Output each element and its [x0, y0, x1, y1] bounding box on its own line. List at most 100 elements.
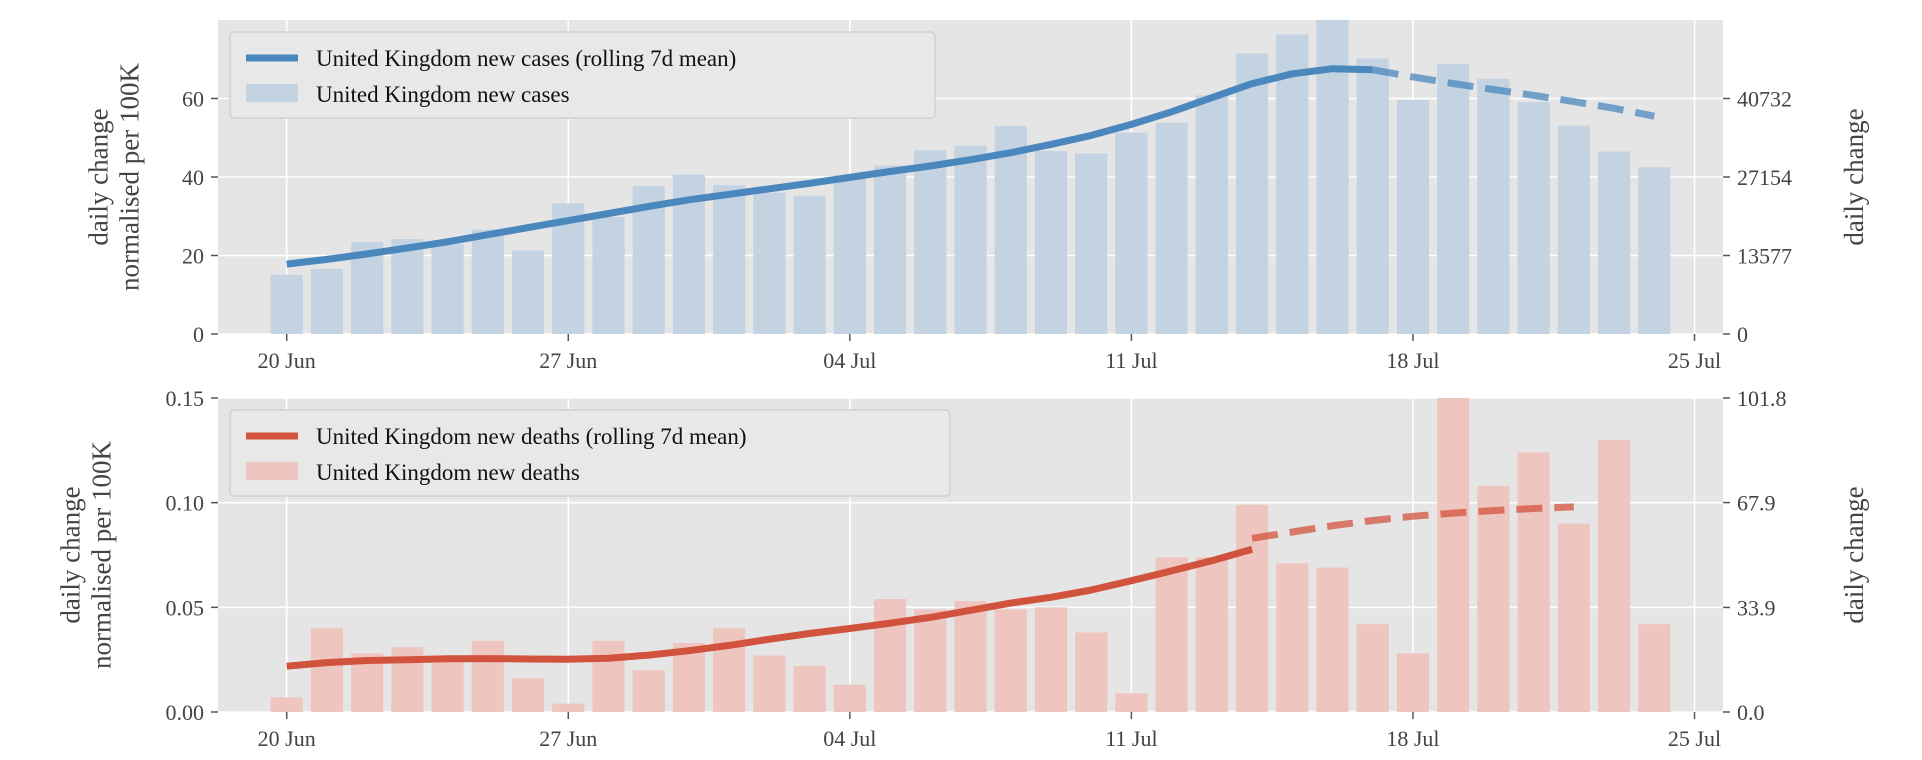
bar	[753, 655, 786, 712]
y-tick-label: 0.00	[166, 700, 205, 725]
bar	[1356, 624, 1389, 712]
bar	[873, 165, 907, 334]
bar	[914, 609, 947, 712]
y-tick-label: 0.10	[166, 491, 205, 516]
bar	[310, 268, 344, 334]
legend-label: United Kingdom new cases (rolling 7d mea…	[316, 46, 736, 71]
y-axis-title: daily changenormalised per 100K	[83, 63, 144, 291]
bar	[1276, 34, 1309, 335]
bar	[1477, 78, 1510, 334]
bar	[310, 628, 344, 712]
bar	[552, 703, 585, 712]
bar	[994, 125, 1027, 334]
bar	[954, 145, 987, 334]
bar	[431, 244, 464, 334]
bar	[954, 601, 987, 712]
x-tick-label: 11 Jul	[1105, 348, 1157, 373]
legend-box	[229, 409, 951, 497]
right-y-axis-title: daily change	[1839, 108, 1869, 245]
panel-bottom: 0.00 0.05 0.10 0.15 0.0 33.9 67.9 101.8 20 Jun 27…	[55, 386, 1869, 751]
bar	[471, 640, 504, 712]
bar	[1396, 100, 1430, 334]
y-axis-title-line: normalised per 100K	[114, 63, 144, 291]
bar	[1597, 439, 1631, 712]
legend-label: United Kingdom new deaths (rolling 7d me…	[316, 424, 747, 449]
bar	[1034, 151, 1068, 334]
x-tick-label: 18 Jul	[1386, 348, 1439, 373]
projection-line	[1251, 503, 1574, 542]
right-y-tick-label: 0	[1737, 322, 1748, 347]
x-tick-label: 04 Jul	[823, 726, 876, 751]
bar	[511, 250, 545, 334]
bar	[1075, 632, 1108, 712]
projection-line	[1372, 66, 1655, 120]
bar	[592, 217, 625, 334]
right-y-tick-label: 13577	[1737, 244, 1792, 269]
bar	[1235, 53, 1269, 335]
bar	[713, 185, 746, 334]
legend: United Kingdom new cases (rolling 7d mea…	[229, 31, 936, 119]
bar	[1557, 523, 1590, 712]
bar	[632, 670, 665, 712]
x-tick-label: 20 Jun	[258, 348, 316, 373]
x-tick-label: 27 Jun	[539, 348, 597, 373]
bar	[793, 665, 826, 712]
bar	[833, 175, 866, 334]
y-tick-label: 60	[182, 87, 204, 112]
legend-label: United Kingdom new deaths	[316, 460, 580, 485]
legend-box	[229, 31, 936, 119]
bar	[431, 661, 464, 712]
bar	[511, 678, 545, 712]
x-tick-label: 25 Jul	[1668, 348, 1721, 373]
y-axis-title-line: daily change	[83, 108, 113, 245]
y-axis-title-line: daily change	[55, 486, 85, 623]
x-tick-label: 11 Jul	[1105, 726, 1157, 751]
bar	[1396, 653, 1430, 712]
right-y-tick-label: 0.0	[1737, 700, 1765, 725]
bar	[1517, 452, 1550, 712]
x-tick-label: 04 Jul	[823, 348, 876, 373]
bar	[270, 697, 303, 712]
bar	[1155, 557, 1188, 712]
y-axis-title-line: normalised per 100K	[86, 441, 116, 669]
bar	[1115, 132, 1148, 334]
bar	[1155, 122, 1188, 335]
rolling-mean-line	[286, 545, 1254, 670]
bar	[1597, 151, 1631, 334]
legend-bar-swatch	[246, 462, 298, 480]
bar	[1437, 398, 1470, 712]
bar	[1276, 563, 1309, 712]
bar	[1034, 607, 1068, 712]
y-axis-title: daily changenormalised per 100K	[55, 441, 116, 669]
bar	[592, 640, 625, 712]
rolling-mean-line	[286, 65, 1373, 268]
right-y-axis-title: daily change	[1839, 486, 1869, 623]
bar	[1316, 567, 1349, 712]
bar	[1517, 102, 1550, 334]
legend: United Kingdom new deaths (rolling 7d me…	[229, 409, 951, 497]
bar	[994, 609, 1027, 712]
x-tick-label: 20 Jun	[258, 726, 316, 751]
legend-label: United Kingdom new cases	[316, 82, 570, 107]
x-tick-label: 27 Jun	[539, 726, 597, 751]
bar	[1195, 557, 1228, 712]
y-tick-label: 0.05	[166, 595, 205, 620]
y-tick-label: 0.15	[166, 386, 205, 411]
bar	[753, 192, 786, 334]
bar	[391, 239, 424, 334]
right-y-tick-label: 67.9	[1737, 491, 1776, 516]
panel-top: 0 20 40 60 0 13577 27154 40732 20 Jun 27 Jun 04 Ju…	[83, 20, 1869, 373]
bar	[873, 598, 907, 712]
right-y-tick-label: 27154	[1737, 165, 1792, 190]
bar	[1115, 693, 1148, 712]
bar	[1477, 485, 1510, 712]
bar	[833, 684, 866, 712]
bar	[270, 274, 303, 334]
bar	[471, 229, 504, 334]
bar	[1195, 95, 1228, 334]
bar	[1437, 63, 1470, 335]
bar	[1557, 125, 1590, 335]
bar	[1638, 624, 1671, 712]
right-y-tick-label: 33.9	[1737, 595, 1776, 620]
